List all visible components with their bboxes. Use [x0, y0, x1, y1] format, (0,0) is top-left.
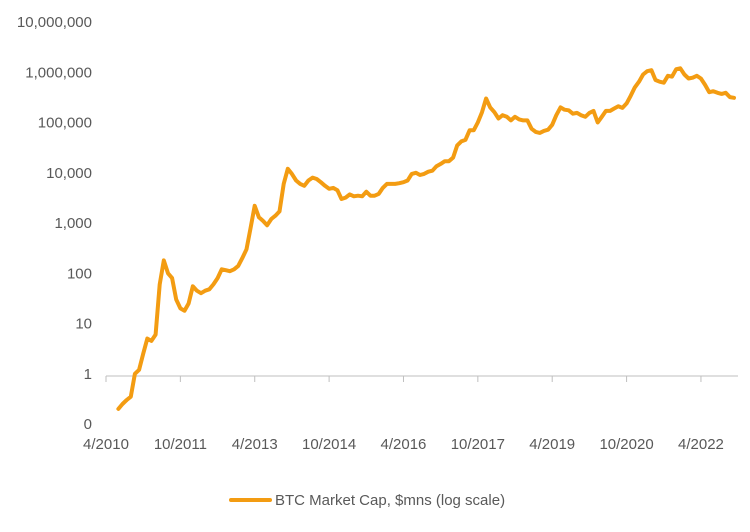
x-tick-label: 4/2016 [381, 436, 427, 453]
legend-label: BTC Market Cap, $mns (log scale) [275, 492, 505, 509]
y-tick-label: 10,000 [46, 165, 92, 182]
y-tick-label: 10,000,000 [17, 14, 92, 31]
x-tick-label: 10/2017 [451, 436, 505, 453]
legend: BTC Market Cap, $mns (log scale) [229, 492, 505, 509]
x-tick-label: 4/2022 [678, 436, 724, 453]
y-tick-label: 1,000,000 [25, 64, 92, 81]
x-tick-label: 4/2013 [232, 436, 278, 453]
y-tick-label: 1,000 [54, 215, 92, 232]
y-tick-label: 100 [67, 265, 92, 282]
y-tick-label: 0 [84, 416, 92, 433]
x-tick-label: 4/2010 [83, 436, 129, 453]
x-tick-label: 10/2011 [154, 436, 207, 453]
x-tick-label: 4/2019 [529, 436, 575, 453]
y-tick-label: 1 [84, 366, 92, 383]
x-tick-label: 10/2020 [599, 436, 653, 453]
x-axis-ticks: 4/2010 10/2011 4/2013 10/2014 4/2016 10/2017 4… [83, 376, 724, 453]
y-tick-label: 100,000 [38, 115, 92, 132]
series-line-btc-market-cap [116, 66, 736, 411]
y-tick-label: 10 [75, 316, 92, 333]
y-axis-tick-labels: 0 1 10 100 1,000 10,000 100,000 1,000,000 10,000… [17, 14, 92, 433]
x-tick-label: 10/2014 [302, 436, 356, 453]
